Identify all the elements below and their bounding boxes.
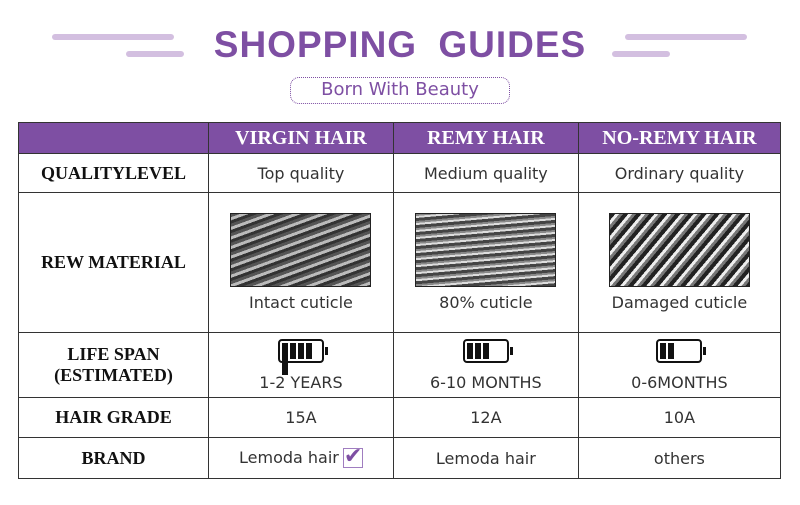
battery-icon: [462, 338, 513, 363]
header-virgin: VIRGIN HAIR: [208, 122, 394, 154]
cell: others: [577, 437, 782, 479]
battery-bar: [474, 342, 481, 359]
cell: Damaged cuticle: [577, 192, 782, 333]
page-title: SHOPPING GUIDES: [213, 24, 587, 65]
table-row: REW MATERIAL Intact cuticle 80% cuticle …: [18, 192, 782, 333]
table-row: LIFE SPAN (ESTIMATED) 1-2 YEARS 6-10 MONT…: [18, 332, 782, 398]
header-no-remy: NO-REMY HAIR: [577, 122, 782, 154]
table-row: QUALITYLEVEL Top quality Medium quality …: [18, 153, 782, 193]
cell-text: 1-2 YEARS: [259, 372, 343, 392]
battery-bar: [281, 342, 288, 359]
cell: Intact cuticle: [208, 192, 394, 333]
cell-text: 0-6MONTHS: [631, 372, 728, 392]
battery-bar: [281, 358, 288, 375]
battery-bar: [305, 342, 312, 359]
decor-line: [625, 34, 747, 40]
decor-line: [612, 51, 670, 57]
cell-text: Lemoda hair: [239, 447, 339, 467]
battery-bar: [289, 342, 296, 359]
cell-text: 6-10 MONTHS: [429, 372, 542, 392]
battery-bar: [668, 342, 675, 359]
table-row: HAIR GRADE 15A 12A 10A: [18, 397, 782, 438]
cell: 15A: [208, 397, 394, 438]
row-label: HAIR GRADE: [18, 397, 209, 438]
label-line: LIFE SPAN: [67, 344, 160, 364]
cell: Top quality: [208, 153, 394, 193]
row-label: REW MATERIAL: [18, 192, 209, 333]
header-empty: [18, 122, 209, 154]
cell: 1-2 YEARS: [208, 332, 394, 398]
cell: Ordinary quality: [577, 153, 782, 193]
battery-bar: [660, 342, 667, 359]
label-line: (ESTIMATED): [54, 365, 173, 385]
hair-microscope-image: [415, 213, 557, 287]
cell: 10A: [577, 397, 782, 438]
battery-bar: [297, 342, 304, 359]
battery-icon: [277, 338, 328, 375]
comparison-table: VIRGIN HAIR REMY HAIR NO-REMY HAIR QUALI…: [18, 122, 782, 479]
battery-bar: [482, 342, 489, 359]
row-label: QUALITYLEVEL: [18, 153, 209, 193]
cell: Lemoda hair ✔: [208, 437, 394, 479]
table-header-row: VIRGIN HAIR REMY HAIR NO-REMY HAIR: [18, 122, 782, 154]
cell: Lemoda hair: [392, 437, 579, 479]
hair-microscope-image: [230, 213, 372, 287]
row-label: BRAND: [18, 437, 209, 479]
table-row: BRAND Lemoda hair ✔ Lemoda hair others: [18, 437, 782, 479]
cell: 0-6MONTHS: [577, 332, 782, 398]
header-remy: REMY HAIR: [392, 122, 579, 154]
checkmark-icon: ✔: [342, 444, 363, 470]
cell: 12A: [392, 397, 579, 438]
subtitle-badge: Born With Beauty: [290, 77, 510, 104]
cell-text: Intact cuticle: [249, 293, 353, 312]
hair-microscope-image: [608, 213, 750, 287]
decor-line: [126, 51, 184, 57]
cell-text: Damaged cuticle: [611, 293, 748, 312]
cell: 80% cuticle: [392, 192, 579, 333]
battery-bar: [466, 342, 473, 359]
battery-icon: [656, 338, 707, 363]
row-label: LIFE SPAN (ESTIMATED): [18, 332, 209, 398]
cell: 6-10 MONTHS: [392, 332, 579, 398]
cell: Medium quality: [392, 153, 579, 193]
decor-line: [52, 34, 174, 40]
cell-text: 80% cuticle: [439, 293, 533, 312]
